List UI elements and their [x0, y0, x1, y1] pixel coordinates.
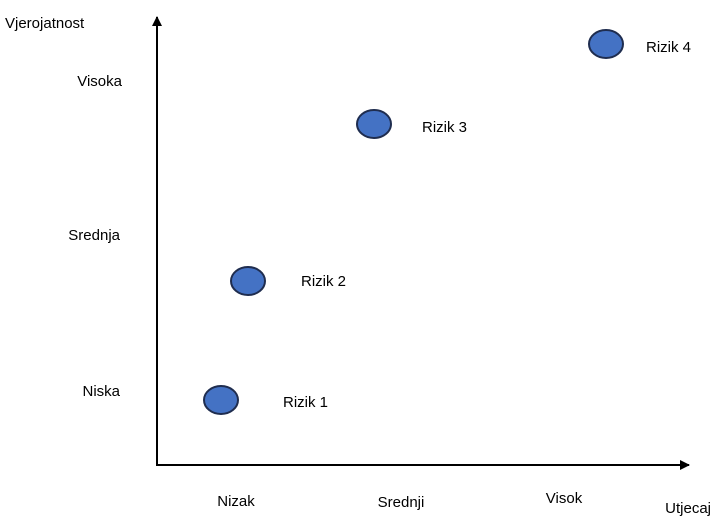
y-level: Srednja — [68, 227, 120, 244]
risk-label: Rizik 2 — [301, 273, 346, 290]
risk-point — [588, 29, 624, 59]
y-axis-label: Vjerojatnost — [5, 15, 85, 32]
y-level: Visoka — [77, 73, 122, 90]
x-level: Visok — [546, 490, 583, 507]
risk-label: Rizik 4 — [646, 39, 691, 56]
y-level: Niska — [82, 383, 120, 400]
risk-label: Rizik 3 — [422, 119, 467, 136]
risk-label: Rizik 1 — [283, 394, 328, 411]
x-axis-label: Utjecaj — [665, 500, 711, 517]
x-level: Nizak — [217, 493, 255, 510]
risk-point — [230, 266, 266, 296]
x-level: Srednji — [378, 494, 425, 511]
risk-point — [203, 385, 239, 415]
risk-point — [356, 109, 392, 139]
